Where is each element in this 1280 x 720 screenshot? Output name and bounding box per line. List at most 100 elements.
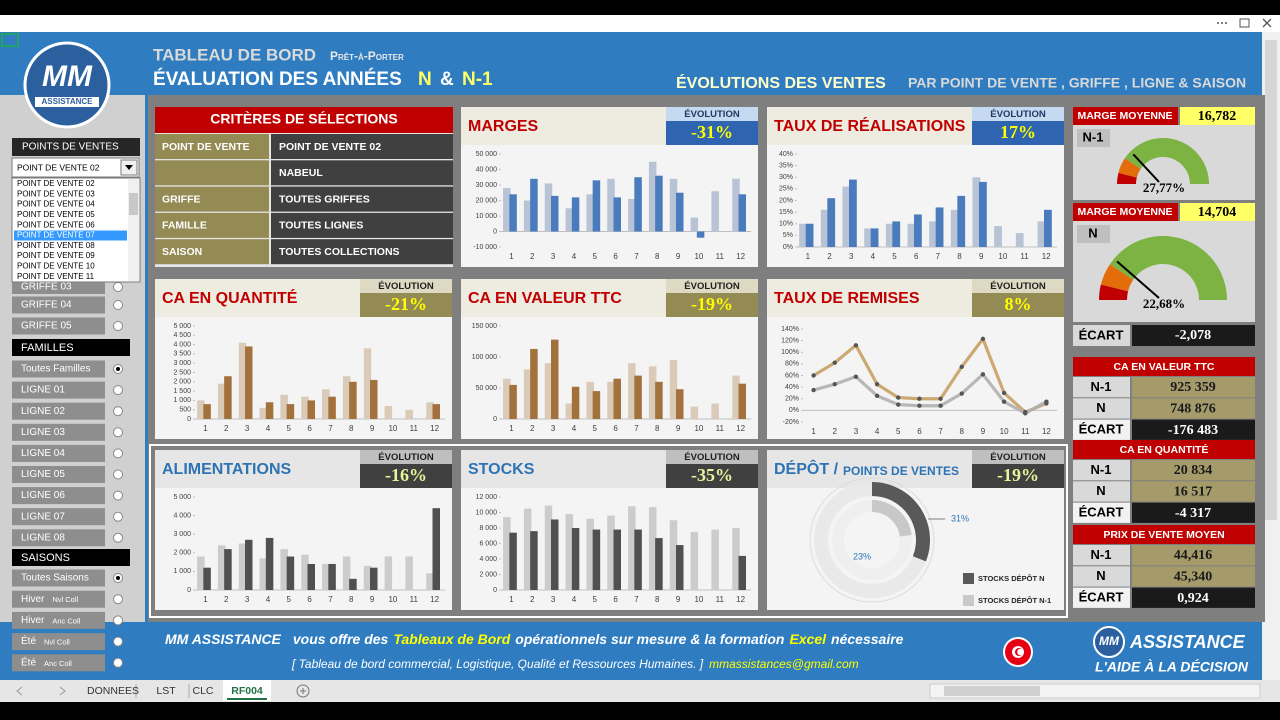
sheet-tab[interactable]: DONNEES	[87, 685, 139, 697]
evolution-value-bg	[360, 464, 452, 488]
option-label[interactable]: GRIFFE 04	[21, 300, 72, 311]
list-item[interactable]: POINT DE VENTE 11	[17, 272, 95, 281]
option-label[interactable]: LIGNE 01	[21, 385, 65, 396]
option-label[interactable]: LIGNE 03	[21, 427, 65, 438]
list-item[interactable]: POINT DE VENTE 03	[17, 189, 95, 198]
option-label[interactable]: GRIFFE 05	[21, 321, 72, 332]
bar	[370, 567, 378, 590]
option-label[interactable]: LIGNE 02	[21, 406, 65, 417]
evolution-label: ÉVOLUTION	[378, 452, 434, 463]
list-item[interactable]: POINT DE VENTE 09	[17, 251, 95, 260]
option-label[interactable]: Été	[21, 634, 36, 647]
list-item[interactable]: POINT DE VENTE 10	[17, 262, 95, 271]
table-value-bg	[1132, 481, 1255, 502]
line-series	[813, 372, 1048, 415]
bar	[732, 528, 740, 590]
bar	[349, 578, 357, 590]
bar	[571, 197, 580, 232]
radio-button[interactable]	[113, 282, 123, 292]
bar	[203, 404, 211, 419]
kpi-year: N-1	[1083, 129, 1104, 144]
x-tick-label: 11	[1020, 252, 1029, 261]
footer-text: [ Tableau de bord commercial, Logistique…	[291, 657, 704, 671]
sheet-tab[interactable]: LST	[156, 685, 176, 697]
option-label[interactable]: LIGNE 05	[21, 469, 65, 480]
option-label[interactable]: LIGNE 04	[21, 448, 65, 459]
bar	[648, 161, 657, 232]
bar	[197, 556, 205, 590]
radio-button[interactable]	[113, 636, 123, 647]
x-tick-label: 12	[736, 424, 745, 433]
x-tick-label: 3	[854, 427, 859, 436]
bar	[571, 528, 580, 590]
list-item[interactable]: POINT DE VENTE 05	[17, 210, 95, 219]
radio-button[interactable]	[113, 469, 123, 480]
radio-button[interactable]	[113, 615, 123, 626]
y-tick-label: 50 000	[476, 151, 498, 158]
y-tick-label: 3 000	[173, 531, 191, 538]
list-scrollbar	[128, 179, 139, 281]
radio-button[interactable]	[113, 427, 123, 438]
y-tick-label: 4 000	[173, 341, 191, 348]
add-sheet[interactable]	[296, 684, 310, 698]
list-item[interactable]: POINT DE VENTE 02	[17, 179, 95, 188]
logo-name: ASSISTANCE	[42, 97, 94, 106]
ecart-value-bg	[1132, 325, 1255, 346]
chart-title: TAUX DE RÉALISATIONS	[774, 116, 966, 135]
radio-button[interactable]	[113, 490, 123, 501]
x-tick-label: 11	[410, 424, 419, 433]
bar	[628, 363, 636, 419]
radio-button[interactable]	[113, 448, 123, 459]
chart-title: CA EN VALEUR TTC	[468, 290, 622, 307]
list-selection	[14, 230, 127, 241]
evolution-label-bg	[972, 107, 1064, 121]
option-label[interactable]: LIGNE 06	[21, 490, 65, 501]
option-label[interactable]: Toutes Familles	[21, 364, 90, 375]
table-label: N-1	[1091, 547, 1112, 562]
evolution-value: 8%	[1005, 294, 1032, 314]
option-label[interactable]: Toutes Saisons	[21, 573, 89, 584]
evolution-label: ÉVOLUTION	[990, 109, 1046, 120]
bar	[592, 180, 601, 232]
option-label[interactable]: Hiver	[21, 615, 45, 626]
line-point	[874, 393, 880, 399]
bar	[586, 194, 594, 232]
radio-button[interactable]	[113, 657, 123, 668]
sidebar-header-text: POINTS DE VENTES	[22, 142, 119, 153]
radio-button[interactable]	[113, 300, 123, 310]
sheet-tab[interactable]: CLC	[192, 685, 213, 697]
radio-button[interactable]	[113, 321, 123, 331]
radio-button[interactable]	[113, 406, 123, 417]
line-point	[917, 403, 922, 408]
option-label[interactable]: Été	[21, 655, 36, 668]
dropdown-value[interactable]: POINT DE VENTE 02	[17, 162, 100, 172]
list-item[interactable]: POINT DE VENTE 04	[17, 200, 95, 209]
x-tick-label: 10	[694, 595, 703, 604]
y-tick-label: 20 000	[476, 197, 498, 204]
bar	[363, 348, 372, 419]
x-tick-label: 3	[551, 252, 556, 261]
list-item[interactable]: POINT DE VENTE 06	[17, 220, 95, 229]
option-label[interactable]: LIGNE 07	[21, 511, 65, 522]
y-tick-label: 100 000	[472, 354, 497, 361]
x-tick-label: 12	[736, 595, 745, 604]
gauge-segment	[1109, 236, 1227, 300]
x-tick-label: 8	[655, 595, 660, 604]
x-tick-label: 7	[328, 424, 333, 433]
criteria-value-cell	[271, 134, 453, 159]
radio-button[interactable]	[113, 594, 123, 605]
x-tick-label: 6	[307, 595, 312, 604]
evolution-value-bg	[972, 293, 1064, 317]
option-label[interactable]: Hiver	[21, 594, 45, 605]
radio-button[interactable]	[113, 385, 123, 396]
list-item[interactable]: POINT DE VENTE 07	[17, 231, 95, 240]
option-label[interactable]: LIGNE 08	[21, 532, 65, 543]
radio-button[interactable]	[113, 511, 123, 522]
footer-logo-name: ASSISTANCE	[1129, 632, 1246, 652]
radio-button[interactable]	[113, 532, 123, 543]
criteria-value-cell	[271, 160, 453, 186]
sheet-tab[interactable]: RF004	[231, 685, 263, 697]
list-item[interactable]: POINT DE VENTE 08	[17, 241, 95, 250]
bar	[634, 529, 642, 590]
bar	[328, 563, 336, 590]
